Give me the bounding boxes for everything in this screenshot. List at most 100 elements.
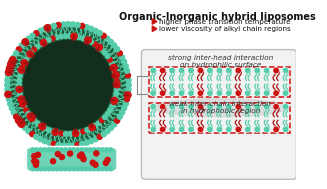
Circle shape xyxy=(14,114,19,119)
Circle shape xyxy=(111,64,117,71)
Circle shape xyxy=(85,37,91,43)
Circle shape xyxy=(80,148,84,152)
Circle shape xyxy=(43,40,47,44)
Circle shape xyxy=(35,121,40,125)
Circle shape xyxy=(5,87,10,92)
Circle shape xyxy=(112,66,116,70)
Circle shape xyxy=(85,128,90,132)
Circle shape xyxy=(6,69,12,76)
Circle shape xyxy=(8,62,14,68)
Circle shape xyxy=(235,104,241,110)
Circle shape xyxy=(273,67,279,74)
Circle shape xyxy=(9,106,14,111)
Circle shape xyxy=(125,68,129,73)
Circle shape xyxy=(160,104,166,110)
Circle shape xyxy=(105,148,109,152)
Circle shape xyxy=(35,152,41,157)
Circle shape xyxy=(254,90,260,96)
Circle shape xyxy=(150,90,156,96)
Circle shape xyxy=(114,87,119,92)
Circle shape xyxy=(70,143,75,148)
Circle shape xyxy=(112,71,119,78)
Circle shape xyxy=(197,104,204,110)
Circle shape xyxy=(27,51,33,57)
Circle shape xyxy=(72,34,77,39)
Circle shape xyxy=(216,126,223,132)
Circle shape xyxy=(254,126,260,132)
Circle shape xyxy=(39,124,43,128)
FancyBboxPatch shape xyxy=(28,146,115,173)
Circle shape xyxy=(32,47,36,52)
Circle shape xyxy=(50,159,56,164)
Circle shape xyxy=(16,47,21,52)
Circle shape xyxy=(7,68,11,73)
Circle shape xyxy=(22,104,26,108)
Circle shape xyxy=(21,60,27,66)
Circle shape xyxy=(8,101,13,106)
Circle shape xyxy=(6,73,10,78)
Circle shape xyxy=(55,151,60,156)
Circle shape xyxy=(122,106,127,111)
Circle shape xyxy=(46,38,51,42)
Circle shape xyxy=(32,154,37,159)
Circle shape xyxy=(160,90,166,96)
Circle shape xyxy=(108,58,112,62)
Circle shape xyxy=(108,108,112,112)
Circle shape xyxy=(47,167,51,171)
Circle shape xyxy=(29,115,35,121)
Circle shape xyxy=(23,40,27,45)
Circle shape xyxy=(7,65,13,72)
Circle shape xyxy=(264,126,270,132)
Circle shape xyxy=(117,114,122,119)
Circle shape xyxy=(89,124,95,131)
Circle shape xyxy=(55,35,60,40)
Circle shape xyxy=(31,167,35,171)
Circle shape xyxy=(84,167,88,171)
Circle shape xyxy=(18,74,22,78)
Circle shape xyxy=(97,31,102,36)
Circle shape xyxy=(197,67,204,74)
Circle shape xyxy=(264,104,270,110)
Circle shape xyxy=(88,167,92,171)
Text: weak inter-chain interaction
in hydrophobic region: weak inter-chain interaction in hydropho… xyxy=(169,101,271,114)
Circle shape xyxy=(94,151,99,156)
Circle shape xyxy=(245,126,251,132)
Circle shape xyxy=(103,160,108,165)
Circle shape xyxy=(19,122,24,127)
Circle shape xyxy=(207,104,213,110)
Circle shape xyxy=(20,66,25,70)
Circle shape xyxy=(96,44,102,50)
Circle shape xyxy=(88,148,92,152)
Circle shape xyxy=(283,104,289,110)
Ellipse shape xyxy=(153,99,287,117)
Circle shape xyxy=(123,101,128,106)
Circle shape xyxy=(216,104,223,110)
Circle shape xyxy=(61,22,66,27)
Circle shape xyxy=(96,167,100,171)
Circle shape xyxy=(16,86,23,93)
Circle shape xyxy=(169,126,175,132)
Circle shape xyxy=(77,35,81,40)
Circle shape xyxy=(120,110,125,115)
Circle shape xyxy=(73,130,79,136)
Circle shape xyxy=(179,90,185,96)
Circle shape xyxy=(5,82,10,88)
Circle shape xyxy=(109,167,112,171)
Circle shape xyxy=(38,28,43,33)
Circle shape xyxy=(80,142,85,147)
Circle shape xyxy=(114,91,118,96)
Circle shape xyxy=(51,142,56,147)
Circle shape xyxy=(85,37,91,43)
Circle shape xyxy=(46,128,51,132)
Circle shape xyxy=(80,167,84,171)
Circle shape xyxy=(6,92,10,97)
Circle shape xyxy=(77,153,82,158)
Circle shape xyxy=(34,31,39,36)
Circle shape xyxy=(207,126,213,132)
Circle shape xyxy=(126,92,130,97)
Circle shape xyxy=(89,26,94,31)
Circle shape xyxy=(112,100,116,105)
Circle shape xyxy=(100,148,104,152)
Circle shape xyxy=(92,167,96,171)
Circle shape xyxy=(17,78,22,83)
